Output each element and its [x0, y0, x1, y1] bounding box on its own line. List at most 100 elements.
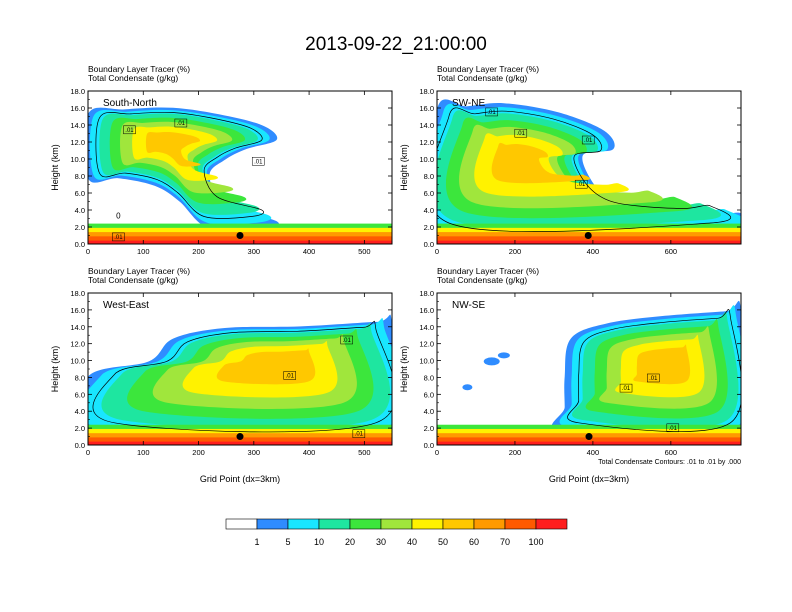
surface-band-3 — [437, 236, 741, 244]
x-tick-label: 200 — [192, 448, 205, 457]
x-tick-label: 200 — [509, 247, 522, 256]
contour-label-box — [485, 107, 498, 117]
y-axis-label: Height (km) — [50, 346, 60, 393]
contour-label: .01 — [622, 386, 631, 392]
figure-title: 2013-09-22_21:00:00 — [305, 34, 487, 55]
y-tick-label: 10.0 — [70, 155, 85, 164]
panel-header-tracer: Boundary Layer Tracer (%) — [88, 64, 190, 74]
contour-label: 0 — [116, 212, 121, 221]
location-marker — [236, 433, 244, 441]
colorbar-swatch — [287, 518, 320, 530]
contour-label: .01 — [177, 121, 186, 127]
contour-label-box — [283, 371, 296, 380]
heatmap-field — [88, 293, 392, 445]
colorbar-label: 100 — [528, 537, 543, 547]
contour-label: .01 — [343, 338, 352, 344]
y-tick-label: 18.0 — [419, 289, 434, 298]
y-tick-label: 6.0 — [424, 189, 434, 198]
panel-name: SW-NE — [452, 98, 485, 109]
x-tick-label: 0 — [435, 247, 439, 256]
contour-label: .01 — [517, 131, 526, 137]
y-axis-label: Height (km) — [399, 346, 409, 393]
contour-label: .01 — [487, 110, 496, 116]
contour-label-box — [123, 125, 136, 135]
y-tick-label: 2.0 — [75, 424, 85, 433]
y-tick-label: 2.0 — [424, 424, 434, 433]
x-tick-label: 0 — [86, 448, 90, 457]
y-tick-label: 14.0 — [70, 323, 85, 332]
contour-label-box — [514, 128, 528, 138]
panel-header-condensate: Total Condensate (g/kg) — [88, 73, 178, 83]
contour-label: .01 — [286, 373, 295, 379]
y-tick-label: 8.0 — [424, 373, 434, 382]
x-tick-label: 400 — [587, 448, 600, 457]
surface-band-3 — [437, 437, 741, 445]
panel-header-condensate: Total Condensate (g/kg) — [88, 275, 178, 285]
x-tick-label: 0 — [86, 247, 90, 256]
panel-header-condensate: Total Condensate (g/kg) — [437, 275, 527, 285]
x-tick-label: 100 — [137, 448, 150, 457]
shade-level-6 — [491, 142, 591, 184]
cell-0 — [483, 357, 500, 366]
x-tick-label: 200 — [509, 448, 522, 457]
contour-label-box — [574, 179, 588, 189]
y-tick-label: 12.0 — [419, 340, 434, 349]
panel-name: NW-SE — [452, 300, 485, 311]
y-tick-label: 18.0 — [419, 87, 434, 96]
colorbar-label: 10 — [314, 537, 324, 547]
x-tick-label: 0 — [435, 448, 439, 457]
colorbar-swatch — [256, 518, 289, 530]
colorbar-swatch — [504, 518, 537, 530]
y-tick-label: 2.0 — [424, 223, 434, 232]
y-tick-label: 4.0 — [75, 407, 85, 416]
panel-header-tracer: Boundary Layer Tracer (%) — [437, 64, 539, 74]
colorbar-swatch — [380, 518, 413, 530]
contour-label: .01 — [669, 426, 678, 432]
surface-band-3 — [88, 236, 392, 244]
contour-label-box — [340, 335, 353, 345]
y-tick-label: 4.0 — [424, 206, 434, 215]
panel-name: South-North — [103, 98, 157, 109]
contour-label: .01 — [584, 138, 593, 144]
y-tick-label: 16.0 — [419, 306, 434, 315]
panel-sw-ne: 0.0 2.0 4.0 6.0 8.0 10.0 12.0 14.0 16.0 18.0 0 200 4… — [399, 64, 742, 256]
y-axis-label: Height (km) — [50, 144, 60, 191]
x-tick-label: 300 — [248, 448, 261, 457]
colorbar: 1 5 10 20 30 40 50 60 70 100 — [225, 518, 568, 547]
contour-label-box — [619, 383, 633, 393]
contour-label: .01 — [355, 432, 364, 438]
y-tick-label: 8.0 — [75, 373, 85, 382]
surface-band-4 — [437, 240, 741, 244]
x-tick-label: 400 — [303, 247, 316, 256]
panel-south-north: 0.0 2.0 4.0 6.0 8.0 10.0 12.0 14.0 16.0 18.0 0 100 2… — [50, 64, 393, 256]
contour-label-box — [666, 423, 680, 433]
colorbar-label: 1 — [254, 537, 259, 547]
clear-region-0 — [94, 197, 150, 226]
panel-header-tracer: Boundary Layer Tracer (%) — [437, 266, 539, 276]
colorbar-label: 20 — [345, 537, 355, 547]
colorbar-swatch — [318, 518, 351, 530]
y-tick-label: 4.0 — [424, 407, 434, 416]
x-tick-label: 200 — [192, 247, 205, 256]
colorbar-swatch — [473, 518, 506, 530]
x-axis-label: Grid Point (dx=3km) — [200, 474, 280, 484]
location-marker — [585, 433, 593, 441]
y-axis-label: Height (km) — [399, 144, 409, 191]
y-tick-label: 16.0 — [419, 104, 434, 113]
y-tick-label: 14.0 — [419, 121, 434, 130]
surface-band-3 — [88, 437, 392, 445]
contour-label: .01 — [114, 235, 123, 241]
colorbar-label: 60 — [469, 537, 479, 547]
contour-label-box — [581, 135, 595, 145]
colorbar-swatch — [411, 518, 444, 530]
cell-2 — [462, 384, 473, 391]
y-tick-label: 12.0 — [419, 138, 434, 147]
contour-label-box — [112, 232, 125, 242]
panel-name: West-East — [103, 300, 149, 311]
y-tick-label: 14.0 — [419, 323, 434, 332]
cell-1 — [497, 352, 510, 359]
y-tick-label: 0.0 — [424, 240, 434, 249]
y-tick-label: 2.0 — [75, 223, 85, 232]
